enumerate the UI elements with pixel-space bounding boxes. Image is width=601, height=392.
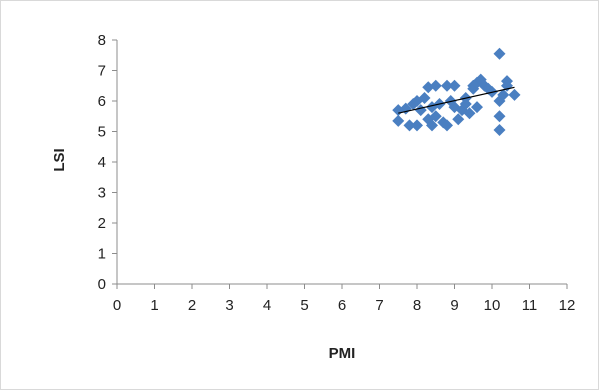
data-point [493,47,506,60]
y-tick-label: 1 [98,246,106,263]
x-tick-label: 8 [413,297,421,314]
x-tick-label: 11 [522,297,538,314]
trendline-group [398,86,515,114]
data-point [418,91,431,104]
trendline [398,86,515,114]
data-point [493,110,506,123]
data-point [497,88,510,101]
x-axis-title: PMI [329,345,356,362]
x-tick-label: 6 [338,297,346,314]
x-tick-label: 2 [188,297,196,314]
x-tick-label: 9 [450,297,458,314]
data-point [471,101,483,114]
axes [112,39,568,289]
data-point [452,113,465,126]
data-point [429,110,442,123]
y-tick-label: 8 [98,32,106,49]
data-points [392,47,521,136]
x-tick-label: 10 [484,297,501,314]
data-point [463,107,476,120]
data-point [411,119,423,132]
data-point [508,88,521,101]
y-tick-label: 4 [98,154,106,171]
data-point [441,79,453,92]
x-tick-label: 12 [559,297,576,314]
data-point [429,79,442,92]
y-tick-label: 7 [98,63,106,80]
x-tick-label: 1 [150,297,158,314]
x-tick-label: 4 [263,297,271,314]
data-point [441,119,453,132]
y-axis-title: LSI [51,148,68,171]
x-tick-label: 0 [113,297,121,314]
data-point [459,98,472,111]
data-point [437,116,450,129]
x-tick-label: 7 [375,297,383,314]
x-tick-label: 3 [225,297,233,314]
data-point [392,114,405,127]
data-point [448,79,461,92]
x-tick-label: 5 [300,297,308,314]
data-point [426,119,438,132]
data-point [493,123,506,136]
y-tick-label: 6 [98,93,106,110]
y-tick-label: 0 [98,276,106,293]
y-tick-label: 5 [98,124,106,141]
data-point [403,119,416,132]
y-tick-label: 2 [98,215,106,232]
y-tick-label: 3 [98,185,106,202]
